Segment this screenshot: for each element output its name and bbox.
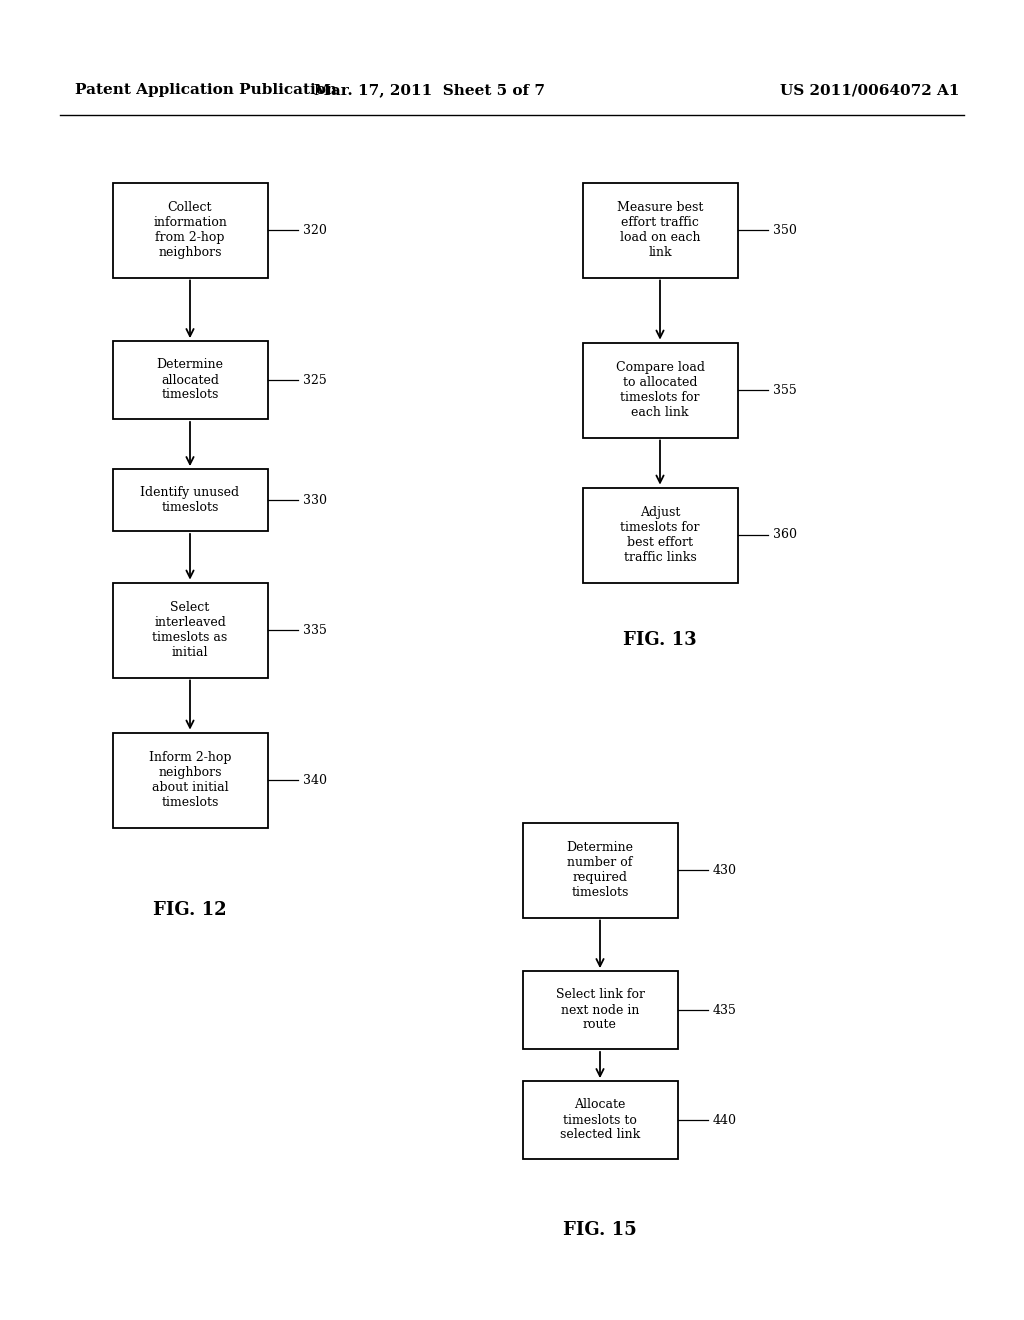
Text: Allocate
timeslots to
selected link: Allocate timeslots to selected link [560,1098,640,1142]
Text: FIG. 15: FIG. 15 [563,1221,637,1239]
Text: Mar. 17, 2011  Sheet 5 of 7: Mar. 17, 2011 Sheet 5 of 7 [314,83,546,96]
Text: 350: 350 [772,223,797,236]
Text: 320: 320 [302,223,327,236]
Text: Select link for
next node in
route: Select link for next node in route [555,989,644,1031]
Text: Determine
number of
required
timeslots: Determine number of required timeslots [566,841,634,899]
Text: 435: 435 [713,1003,736,1016]
Bar [113,469,267,531]
Bar [113,582,267,677]
Text: Identify unused
timeslots: Identify unused timeslots [140,486,240,513]
Text: 430: 430 [713,863,736,876]
Text: Compare load
to allocated
timeslots for
each link: Compare load to allocated timeslots for … [615,360,705,418]
Text: 330: 330 [302,494,327,507]
Bar [522,972,678,1049]
Bar [522,822,678,917]
Bar [583,342,737,437]
Bar [113,341,267,418]
Text: Adjust
timeslots for
best effort
traffic links: Adjust timeslots for best effort traffic… [621,506,699,564]
Bar [113,733,267,828]
Text: 325: 325 [302,374,327,387]
Text: FIG. 13: FIG. 13 [624,631,696,649]
Text: Measure best
effort traffic
load on each
link: Measure best effort traffic load on each… [616,201,703,259]
Text: 335: 335 [302,623,327,636]
Text: Collect
information
from 2-hop
neighbors: Collect information from 2-hop neighbors [153,201,227,259]
Bar [583,182,737,277]
Bar [583,487,737,582]
Text: FIG. 12: FIG. 12 [154,902,226,919]
Text: 360: 360 [772,528,797,541]
Text: Select
interleaved
timeslots as
initial: Select interleaved timeslots as initial [153,601,227,659]
Text: Patent Application Publication: Patent Application Publication [75,83,337,96]
Bar [113,182,267,277]
Text: 440: 440 [713,1114,736,1126]
Text: US 2011/0064072 A1: US 2011/0064072 A1 [780,83,959,96]
Bar [522,1081,678,1159]
Text: 355: 355 [772,384,797,396]
Text: 340: 340 [302,774,327,787]
Text: Inform 2-hop
neighbors
about initial
timeslots: Inform 2-hop neighbors about initial tim… [148,751,231,809]
Text: Determine
allocated
timeslots: Determine allocated timeslots [157,359,223,401]
